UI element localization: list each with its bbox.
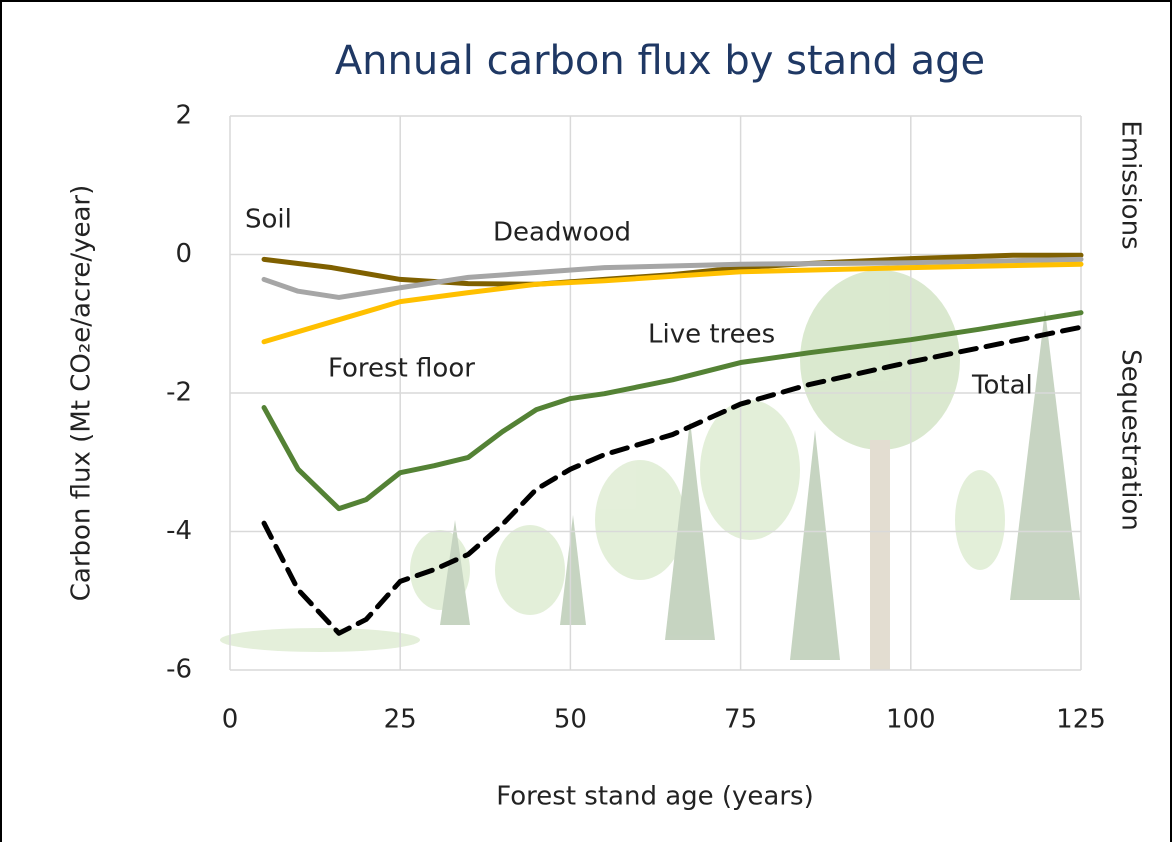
y-axis-label: Carbon flux (Mt CO₂e/acre/year) bbox=[67, 185, 97, 602]
right-label: Emissions bbox=[1116, 120, 1146, 249]
series-label: Soil bbox=[245, 205, 292, 235]
chart: Annual carbon flux by stand age Forest s… bbox=[0, 0, 1172, 842]
series-label: Total bbox=[971, 371, 1033, 401]
series-label: Deadwood bbox=[493, 218, 631, 248]
x-tick-label: 125 bbox=[1056, 705, 1106, 735]
y-tick-label: 0 bbox=[175, 239, 192, 269]
series-label: Forest floor bbox=[328, 354, 475, 384]
x-tick-label: 50 bbox=[554, 705, 587, 735]
y-tick-label: -6 bbox=[166, 655, 192, 685]
y-tick-label: 2 bbox=[175, 101, 192, 131]
y-tick-label: -4 bbox=[166, 516, 192, 546]
chart-title: Annual carbon flux by stand age bbox=[335, 38, 985, 84]
x-tick-label: 25 bbox=[384, 705, 417, 735]
right-label: Sequestration bbox=[1116, 349, 1146, 531]
x-tick-label: 0 bbox=[222, 705, 239, 735]
page: Annual carbon flux by stand age Forest s… bbox=[0, 0, 1172, 842]
series-label: Live trees bbox=[648, 320, 775, 350]
x-tick-label: 75 bbox=[724, 705, 757, 735]
y-tick-label: -2 bbox=[166, 378, 192, 408]
x-axis-label: Forest stand age (years) bbox=[496, 782, 814, 812]
x-tick-label: 100 bbox=[886, 705, 936, 735]
